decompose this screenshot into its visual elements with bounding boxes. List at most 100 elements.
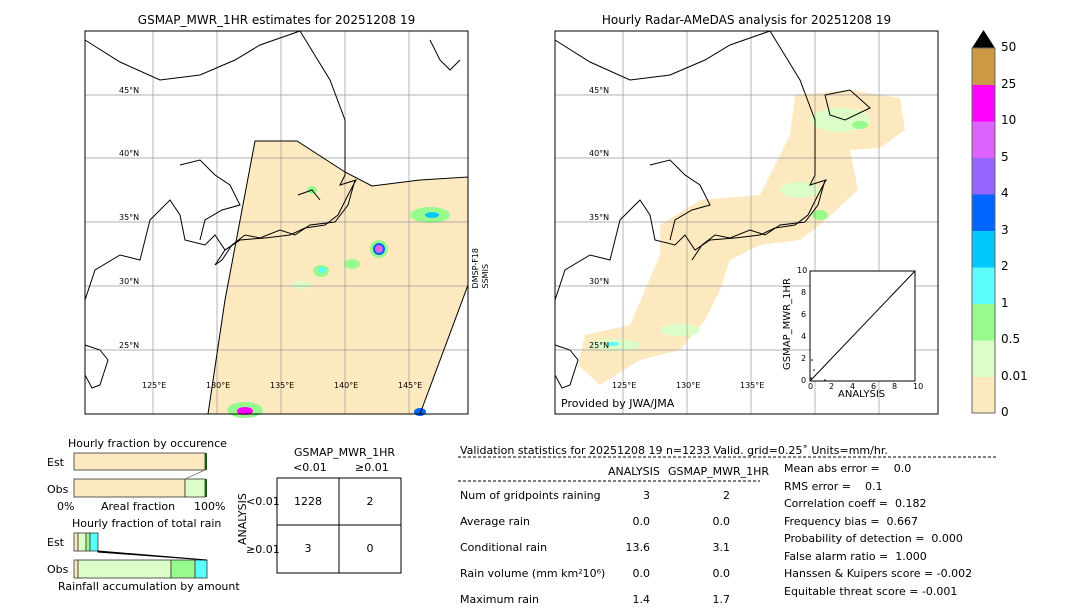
cell-miss: 3 <box>304 542 312 555</box>
lat-label: 25°N <box>119 341 140 350</box>
colorbar-label: 4 <box>1001 186 1009 200</box>
stat-gsmap-value: 2 <box>723 489 730 502</box>
radar-rain-blobs <box>590 108 870 351</box>
lat-label: 35°N <box>589 213 610 222</box>
inset-xtick: 4 <box>850 382 856 391</box>
stat-label: Rain volume (mm km²10⁶) <box>460 567 606 580</box>
stat-label: Num of gridpoints raining <box>460 489 601 502</box>
stat-analysis-value: 13.6 <box>625 541 651 554</box>
occ-xlabel: Areal fraction <box>101 500 176 513</box>
score-line: Correlation coeff = 0.182 <box>784 497 927 510</box>
validation-header: Validation statistics for 20251208 19 n=… <box>460 444 888 457</box>
occ-tick-100: 100% <box>194 500 226 513</box>
stat-gsmap-value: 3.1 <box>712 541 731 554</box>
rain-est-label: Est <box>47 536 64 549</box>
scatter-point <box>813 369 815 371</box>
obs-bar-light <box>184 478 206 498</box>
stat-analysis-value: 0.0 <box>632 567 651 580</box>
col-header-ge: ≥0.01 <box>355 461 389 474</box>
colorbar-band <box>972 340 995 377</box>
rain-xlabel: Rainfall accumulation by amount <box>58 580 240 593</box>
occurrence-title: Hourly fraction by occurence <box>68 437 227 450</box>
lat-label: 30°N <box>119 277 140 286</box>
inset-ytick: 4 <box>801 332 807 341</box>
row-header-lt: <0.01 <box>246 495 280 508</box>
colorbar-band <box>972 84 995 122</box>
lon-label: 125°E <box>612 381 637 390</box>
score-line: RMS error = 0.1 <box>784 479 883 493</box>
sensor-name: DMSP-F18 <box>471 248 480 289</box>
score-line: False alarm ratio = 1.000 <box>784 549 927 563</box>
inset-xlabel: ANALYSIS <box>838 389 886 400</box>
inset-xtick: 8 <box>892 382 898 391</box>
row-axis-label: ANALYSIS <box>236 493 249 545</box>
inset-scatter <box>809 270 916 382</box>
lon-label: 145°E <box>398 381 423 390</box>
score-line: Hanssen & Kuipers score = -0.002 <box>784 567 973 580</box>
swath-area <box>208 141 468 414</box>
occ-est-label: Est <box>47 456 64 469</box>
colorbar-band <box>972 48 995 85</box>
stat-analysis-value: 3 <box>643 489 650 502</box>
stat-gsmap-value: 0.0 <box>712 515 731 528</box>
row-header-ge: ≥0.01 <box>246 543 280 556</box>
inset-xtick: 0 <box>808 382 814 391</box>
lat-label: 25°N <box>589 341 610 350</box>
col-header-lt: <0.01 <box>293 461 327 474</box>
colorbar-band <box>972 121 995 158</box>
left-gridlines <box>85 31 468 414</box>
stat-gsmap-value: 0.0 <box>712 567 731 580</box>
obs-bar-norain <box>73 478 186 498</box>
lon-label: 135°E <box>270 381 295 390</box>
colorbar-label: 2 <box>1001 259 1009 273</box>
scatter-points <box>810 359 826 381</box>
colorbar-band <box>972 194 995 231</box>
colorbar-label: 0.01 <box>1001 368 1028 383</box>
left-coastlines <box>84 30 461 389</box>
scatter-point <box>810 377 812 379</box>
stat-analysis-value: 1.4 <box>632 593 651 606</box>
stat-label: Maximum rain <box>460 593 539 606</box>
right-map-title: Hourly Radar-AMeDAS analysis for 2025120… <box>601 13 892 27</box>
lat-label: 40°N <box>119 149 140 158</box>
lon-label: 130°E <box>676 381 701 390</box>
colorbar-extend-arrow <box>972 30 995 48</box>
contingency-grid <box>276 477 402 574</box>
colorbar-band <box>972 267 995 304</box>
left-map <box>84 30 469 418</box>
cell-hit-none: 1228 <box>294 495 322 508</box>
score-line: Probability of detection = 0.000 <box>784 532 963 545</box>
inset-xtick: 10 <box>913 382 924 391</box>
contingency-title: GSMAP_MWR_1HR <box>294 446 396 459</box>
est-bar-norain <box>73 452 206 471</box>
scatter-point <box>824 379 826 381</box>
lon-label: 130°E <box>206 381 231 390</box>
occ-obs-label: Obs <box>47 483 69 496</box>
occurrence-bars <box>73 452 207 498</box>
colorbar-label: 1 <box>1001 295 1009 310</box>
colorbar-band <box>972 376 995 414</box>
colorbar-band <box>972 157 995 195</box>
obs-bar-rain <box>205 479 207 497</box>
rain-fraction-title: Hourly fraction of total rain <box>72 517 222 530</box>
colorbar-label: 10 <box>1001 113 1017 127</box>
sensor-label: DMSP-F18 SSMIS <box>471 248 491 288</box>
colorbar-label: 50 <box>1001 40 1017 54</box>
colorbar-label: 0.5 <box>1001 332 1021 346</box>
score-line: Frequency bias = 0.667 <box>784 514 919 528</box>
inset-ytick: 0 <box>801 376 807 385</box>
sensor-instrument: SSMIS <box>481 263 490 289</box>
colorbar-band <box>972 303 995 341</box>
lon-label: 140°E <box>334 381 359 390</box>
right-map <box>554 30 939 415</box>
stat-label: Average rain <box>460 515 530 528</box>
lon-label: 125°E <box>142 381 167 390</box>
colorbar-label: 25 <box>1001 76 1017 91</box>
lat-label: 30°N <box>589 277 610 286</box>
colorbar-label: 5 <box>1001 149 1009 164</box>
colorbar <box>971 30 996 414</box>
stats-col-gsmap: GSMAP_MWR_1HR <box>668 465 770 478</box>
occ-tick-0: 0% <box>57 500 75 513</box>
inset-ytick: 6 <box>801 310 807 319</box>
